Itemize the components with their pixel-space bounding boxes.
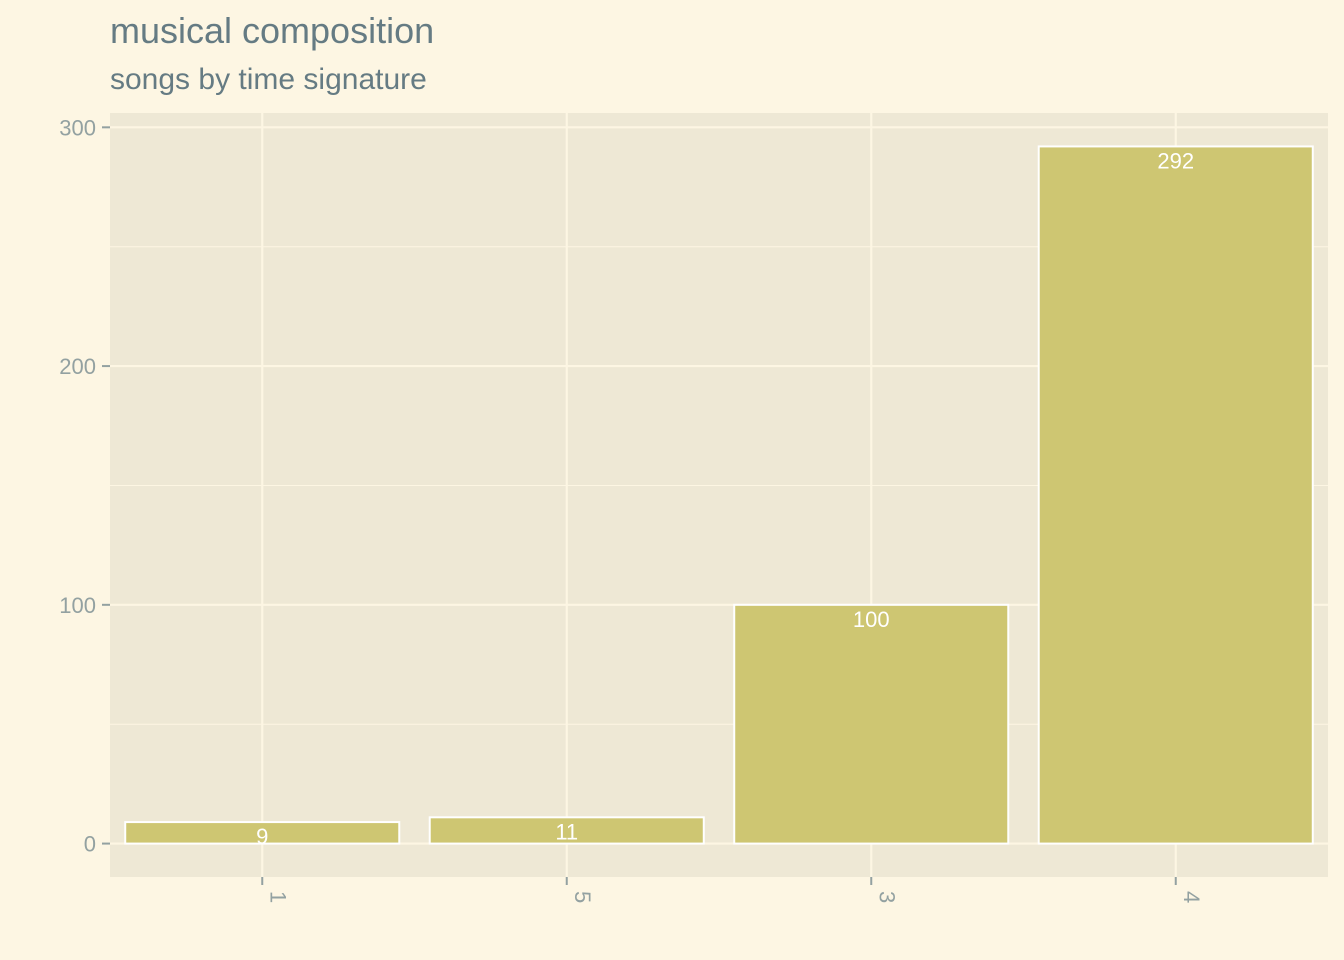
bar-4 [1037, 145, 1314, 845]
chart-subtitle: songs by time signature [110, 63, 427, 96]
bar-3 [733, 603, 1010, 845]
y-tick-label: 200 [59, 354, 96, 379]
bar-value-label: 100 [853, 607, 890, 632]
y-tick-label: 100 [59, 593, 96, 618]
bar-value-label: 292 [1157, 148, 1194, 173]
x-tick-label: 1 [265, 891, 290, 903]
chart-title: musical composition [110, 10, 435, 51]
x-tick-label: 4 [1179, 891, 1204, 903]
bar-value-label: 11 [555, 819, 578, 844]
bar-value-label: 9 [256, 824, 268, 849]
bar-5 [428, 816, 705, 845]
y-tick-label: 0 [84, 832, 96, 857]
x-tick-label: 5 [570, 891, 595, 903]
x-tick-label: 3 [874, 891, 899, 903]
y-tick-label: 300 [59, 115, 96, 140]
bar-1 [124, 821, 401, 845]
